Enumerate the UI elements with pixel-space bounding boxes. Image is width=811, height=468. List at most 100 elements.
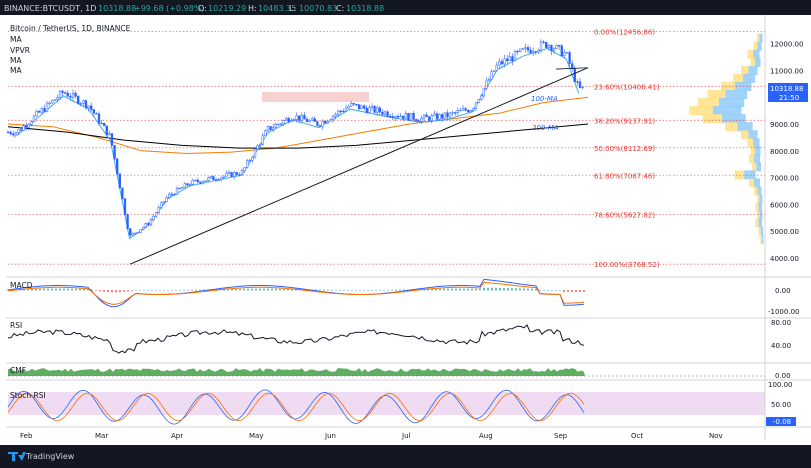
vpvr-down-bar [741,130,749,140]
candle-body [363,105,366,109]
vpvr-down-bar [725,122,738,132]
candle [230,171,233,178]
candle-body [69,96,72,98]
stoch-tick-1: 50.00 [771,401,791,409]
candle-body [428,116,431,121]
candle-body [303,114,306,120]
cmf-label[interactable]: CMF [10,366,26,375]
vpvr-up-bar [712,106,742,116]
price-badge [768,83,808,102]
legend-vpvr[interactable]: VPVR [10,46,30,55]
candle-body [534,51,537,53]
fib-label-6: 100.00%(3768.52) [594,261,660,269]
candle [40,107,43,114]
candle-body [6,131,10,134]
candle [14,131,17,138]
macd-histogram-bar [327,289,329,291]
candle-body [277,123,280,126]
candle-body [404,113,407,119]
candle [201,180,205,185]
candle [339,110,342,115]
candle [233,170,236,180]
candle [235,171,238,176]
macd-histogram-bar [283,288,285,291]
legend-ma-1[interactable]: MA [10,35,22,44]
rsi-label[interactable]: RSI [10,321,22,330]
candle-body [576,81,579,83]
macd-histogram-bar [451,288,453,291]
time-label-aug: Aug [479,432,493,440]
fib-label-3: 50.00%(8112.69) [594,145,655,153]
volume-profile [689,33,764,244]
macd-histogram-bar [351,289,353,291]
support-trendline [129,67,589,265]
candle-body [183,183,186,188]
macd-histogram-bar [195,289,197,291]
candle-body [134,232,137,235]
candle [420,115,423,124]
candle [178,187,181,190]
candle-body [441,114,444,119]
legend-title: Bitcoin / TetherUS, 1D, BINANCE [10,24,131,33]
cmf-tick-0: 0.00 [775,372,791,380]
candle [347,104,350,109]
macd-histogram-bar [135,289,137,291]
macd-label[interactable]: MACD [10,281,33,290]
macd-histogram-bar [511,288,513,291]
macd-histogram-bar [95,290,97,291]
candle [316,121,319,127]
macd-histogram-bar [75,288,77,291]
candle [64,90,67,95]
candle [173,193,176,196]
candle-body [105,125,108,136]
fib-label-5: 78.60%(5627.82) [594,211,655,219]
time-label-mar: Mar [95,432,108,440]
candle [443,112,446,120]
candle-body [199,181,202,184]
candle [532,47,535,57]
candle-body [558,45,561,47]
candle-body [103,122,106,127]
candle [12,130,15,138]
candle [38,110,41,113]
vpvr-up-bar [759,194,763,204]
macd-histogram-bar [371,289,373,291]
candle [373,105,376,114]
vpvr-down-bar [750,57,756,67]
candle-body [251,156,254,161]
candle-body [175,187,179,195]
candle [368,104,371,113]
candle [539,39,543,53]
macd-histogram-bar [315,289,317,291]
moving-averages [7,47,589,240]
candle-body [295,115,298,120]
candle-body [290,120,293,123]
candle [298,115,301,124]
candle-body [493,70,496,72]
candle-body [201,181,205,184]
candle-body [58,90,62,99]
legend-ma-3[interactable]: MA [10,66,22,75]
candle-body [282,120,285,124]
legend-ma-2[interactable]: MA [10,56,22,65]
candle-body [495,64,498,72]
candle-body [529,49,532,54]
candle [376,105,379,116]
candle-body [506,58,509,62]
candle-body [194,179,197,182]
vpvr-down-bar [752,162,757,172]
candle-body [545,42,548,48]
macd-histogram-bar [495,287,497,291]
candle-body [217,179,220,181]
candle [240,168,244,176]
macd-histogram-bar [379,289,381,291]
tradingview-brand[interactable]: TradingView [25,452,75,461]
candle [415,118,418,123]
candle [196,177,199,184]
candle-body [118,173,121,189]
tradingview-logo-icon[interactable] [8,452,26,461]
vpvr-down-bar [741,65,749,75]
candle [272,124,275,133]
stoch-label[interactable]: Stoch RSI [10,391,46,400]
